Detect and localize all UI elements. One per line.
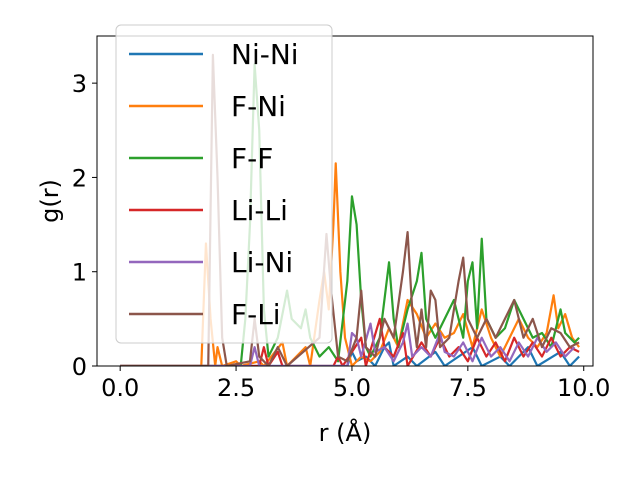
x-tick-label: 0.0 xyxy=(101,374,139,402)
legend-box xyxy=(115,24,333,344)
x-tick-label: 7.5 xyxy=(449,374,487,402)
series-line-ni-ni xyxy=(120,341,580,366)
plot-frame xyxy=(96,35,594,367)
x-tick-label: 10.0 xyxy=(557,374,610,402)
x-axis-ticks: 0.0 2.5 5.0 7.5 10.0 xyxy=(101,366,610,402)
y-tick-label: 1 xyxy=(72,259,87,287)
series-line-li-li xyxy=(120,317,580,366)
series-line-li-ni xyxy=(120,322,576,366)
y-tick-label: 2 xyxy=(72,164,87,192)
y-tick-label: 0 xyxy=(72,353,87,381)
legend-label-li-ni: Li-Ni xyxy=(231,246,293,279)
legend: Ni-Ni F-Ni F-F Li-Li Li-Ni F-Li xyxy=(115,24,333,344)
y-tick-label: 3 xyxy=(72,70,87,98)
legend-label-li-li: Li-Li xyxy=(231,194,288,227)
series-layer xyxy=(120,53,580,366)
x-tick-label: 2.5 xyxy=(217,374,255,402)
legend-label-f-f: F-F xyxy=(231,142,273,175)
y-axis-label: g(r) xyxy=(36,179,64,223)
x-axis-label: r (Å) xyxy=(319,418,372,447)
x-tick-label: 5.0 xyxy=(333,374,371,402)
legend-label-ni-ni: Ni-Ni xyxy=(231,38,299,71)
series-line-f-li xyxy=(120,53,580,366)
y-axis-ticks: 0 1 2 3 xyxy=(72,70,97,381)
plot-area xyxy=(120,53,580,366)
legend-label-f-ni: F-Ni xyxy=(231,90,286,123)
legend-label-f-li: F-Li xyxy=(231,298,281,331)
